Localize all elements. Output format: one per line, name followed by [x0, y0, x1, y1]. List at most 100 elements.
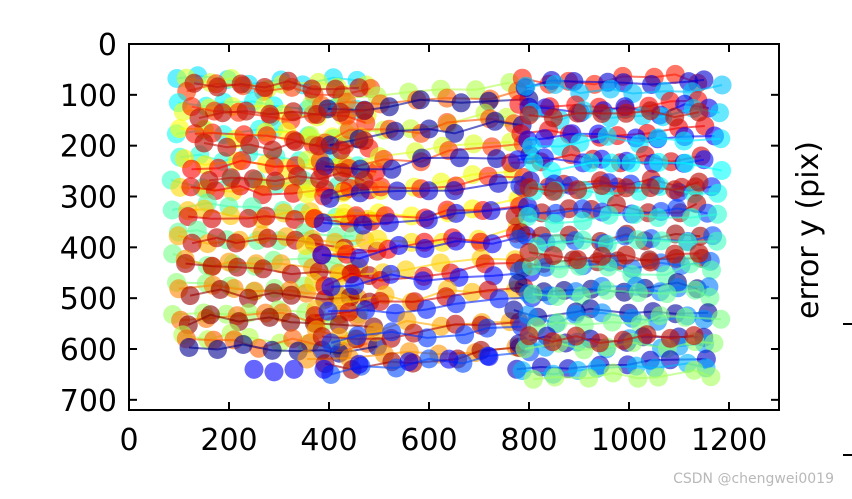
data-point: [481, 201, 501, 221]
data-point: [660, 91, 680, 111]
data-point: [258, 228, 278, 248]
data-point: [178, 207, 198, 227]
data-point: [168, 226, 188, 246]
data-point: [354, 101, 374, 121]
data-point: [616, 178, 636, 198]
x-axis: 0 200 400 600 800 1000 1200: [119, 44, 767, 458]
y-tick-label: 300: [60, 181, 117, 216]
data-point: [348, 326, 368, 346]
data-point: [415, 239, 435, 258]
data-point: [592, 104, 612, 123]
data-point: [568, 103, 588, 123]
data-point: [208, 340, 227, 359]
data-point: [444, 181, 464, 201]
x-tick-label: 800: [500, 423, 557, 458]
data-point: [256, 206, 276, 226]
y-tick-label: 700: [60, 384, 117, 419]
data-point: [396, 260, 416, 280]
data-point: [262, 340, 282, 360]
data-point: [356, 300, 376, 320]
data-point: [354, 170, 374, 190]
data-point: [232, 151, 252, 171]
data-point: [518, 207, 538, 226]
data-point: [170, 119, 190, 139]
data-point: [637, 325, 657, 345]
y-tick-label: 600: [60, 333, 117, 368]
data-point: [194, 133, 214, 153]
y-axis: 0 100 200 300 400 500 600 700: [60, 28, 779, 419]
data-point: [417, 300, 436, 319]
data-point: [410, 90, 430, 110]
data-point: [516, 76, 536, 96]
data-point: [657, 284, 677, 304]
data-point: [489, 289, 509, 309]
data-point: [694, 150, 714, 170]
data-point: [439, 349, 459, 369]
data-point: [446, 231, 466, 251]
data-point: [519, 178, 539, 198]
data-point: [382, 159, 402, 179]
data-point: [708, 204, 727, 224]
data-point: [665, 107, 685, 127]
data-point: [313, 213, 333, 233]
data-point: [568, 180, 588, 200]
data-point: [202, 256, 222, 276]
data-point: [264, 157, 284, 177]
data-point: [221, 206, 241, 226]
data-point: [712, 161, 732, 180]
data-point: [711, 309, 731, 329]
data-point: [387, 181, 407, 201]
data-point: [176, 254, 196, 273]
data-point: [597, 126, 617, 146]
data-point: [227, 257, 247, 277]
data-point: [466, 80, 486, 100]
data-point: [479, 347, 499, 367]
data-point: [199, 171, 219, 190]
data-point: [523, 284, 543, 304]
data-point: [264, 283, 284, 303]
data-point: [412, 148, 432, 168]
data-point: [308, 136, 328, 156]
data-point: [307, 105, 327, 124]
data-point: [675, 307, 695, 327]
data-point: [310, 169, 330, 189]
data-point: [665, 244, 685, 264]
data-point: [573, 230, 593, 250]
data-point: [243, 169, 263, 189]
data-point: [566, 326, 586, 346]
data-point: [710, 103, 729, 123]
data-point: [689, 243, 709, 263]
data-point: [419, 119, 439, 139]
data-point: [349, 78, 369, 98]
data-point: [297, 349, 317, 369]
data-point: [701, 367, 721, 387]
data-point: [689, 172, 709, 192]
data-point: [321, 333, 341, 353]
data-point: [236, 101, 256, 121]
data-point: [652, 231, 671, 251]
data-point: [389, 236, 409, 255]
data-point: [519, 326, 539, 346]
data-point: [509, 229, 529, 249]
data-point: [231, 74, 251, 94]
y-axis-label: error y (pix): [791, 141, 826, 319]
plot-frame: [128, 43, 780, 411]
data-point: [674, 131, 694, 151]
data-point: [353, 215, 373, 235]
data-point: [417, 328, 437, 348]
data-point: [548, 313, 568, 332]
data-point: [449, 267, 469, 287]
data-point: [217, 137, 237, 157]
data-point: [543, 108, 563, 128]
data-point: [180, 286, 200, 306]
data-point: [628, 283, 648, 303]
data-point: [162, 200, 182, 220]
data-point: [419, 349, 439, 369]
data-point: [660, 328, 680, 348]
data-point: [208, 77, 228, 97]
data-point: [543, 246, 563, 266]
data-point: [640, 252, 660, 272]
data-point: [240, 135, 260, 154]
data-series-layer: [161, 64, 732, 389]
x-tick-label: 600: [400, 423, 457, 458]
